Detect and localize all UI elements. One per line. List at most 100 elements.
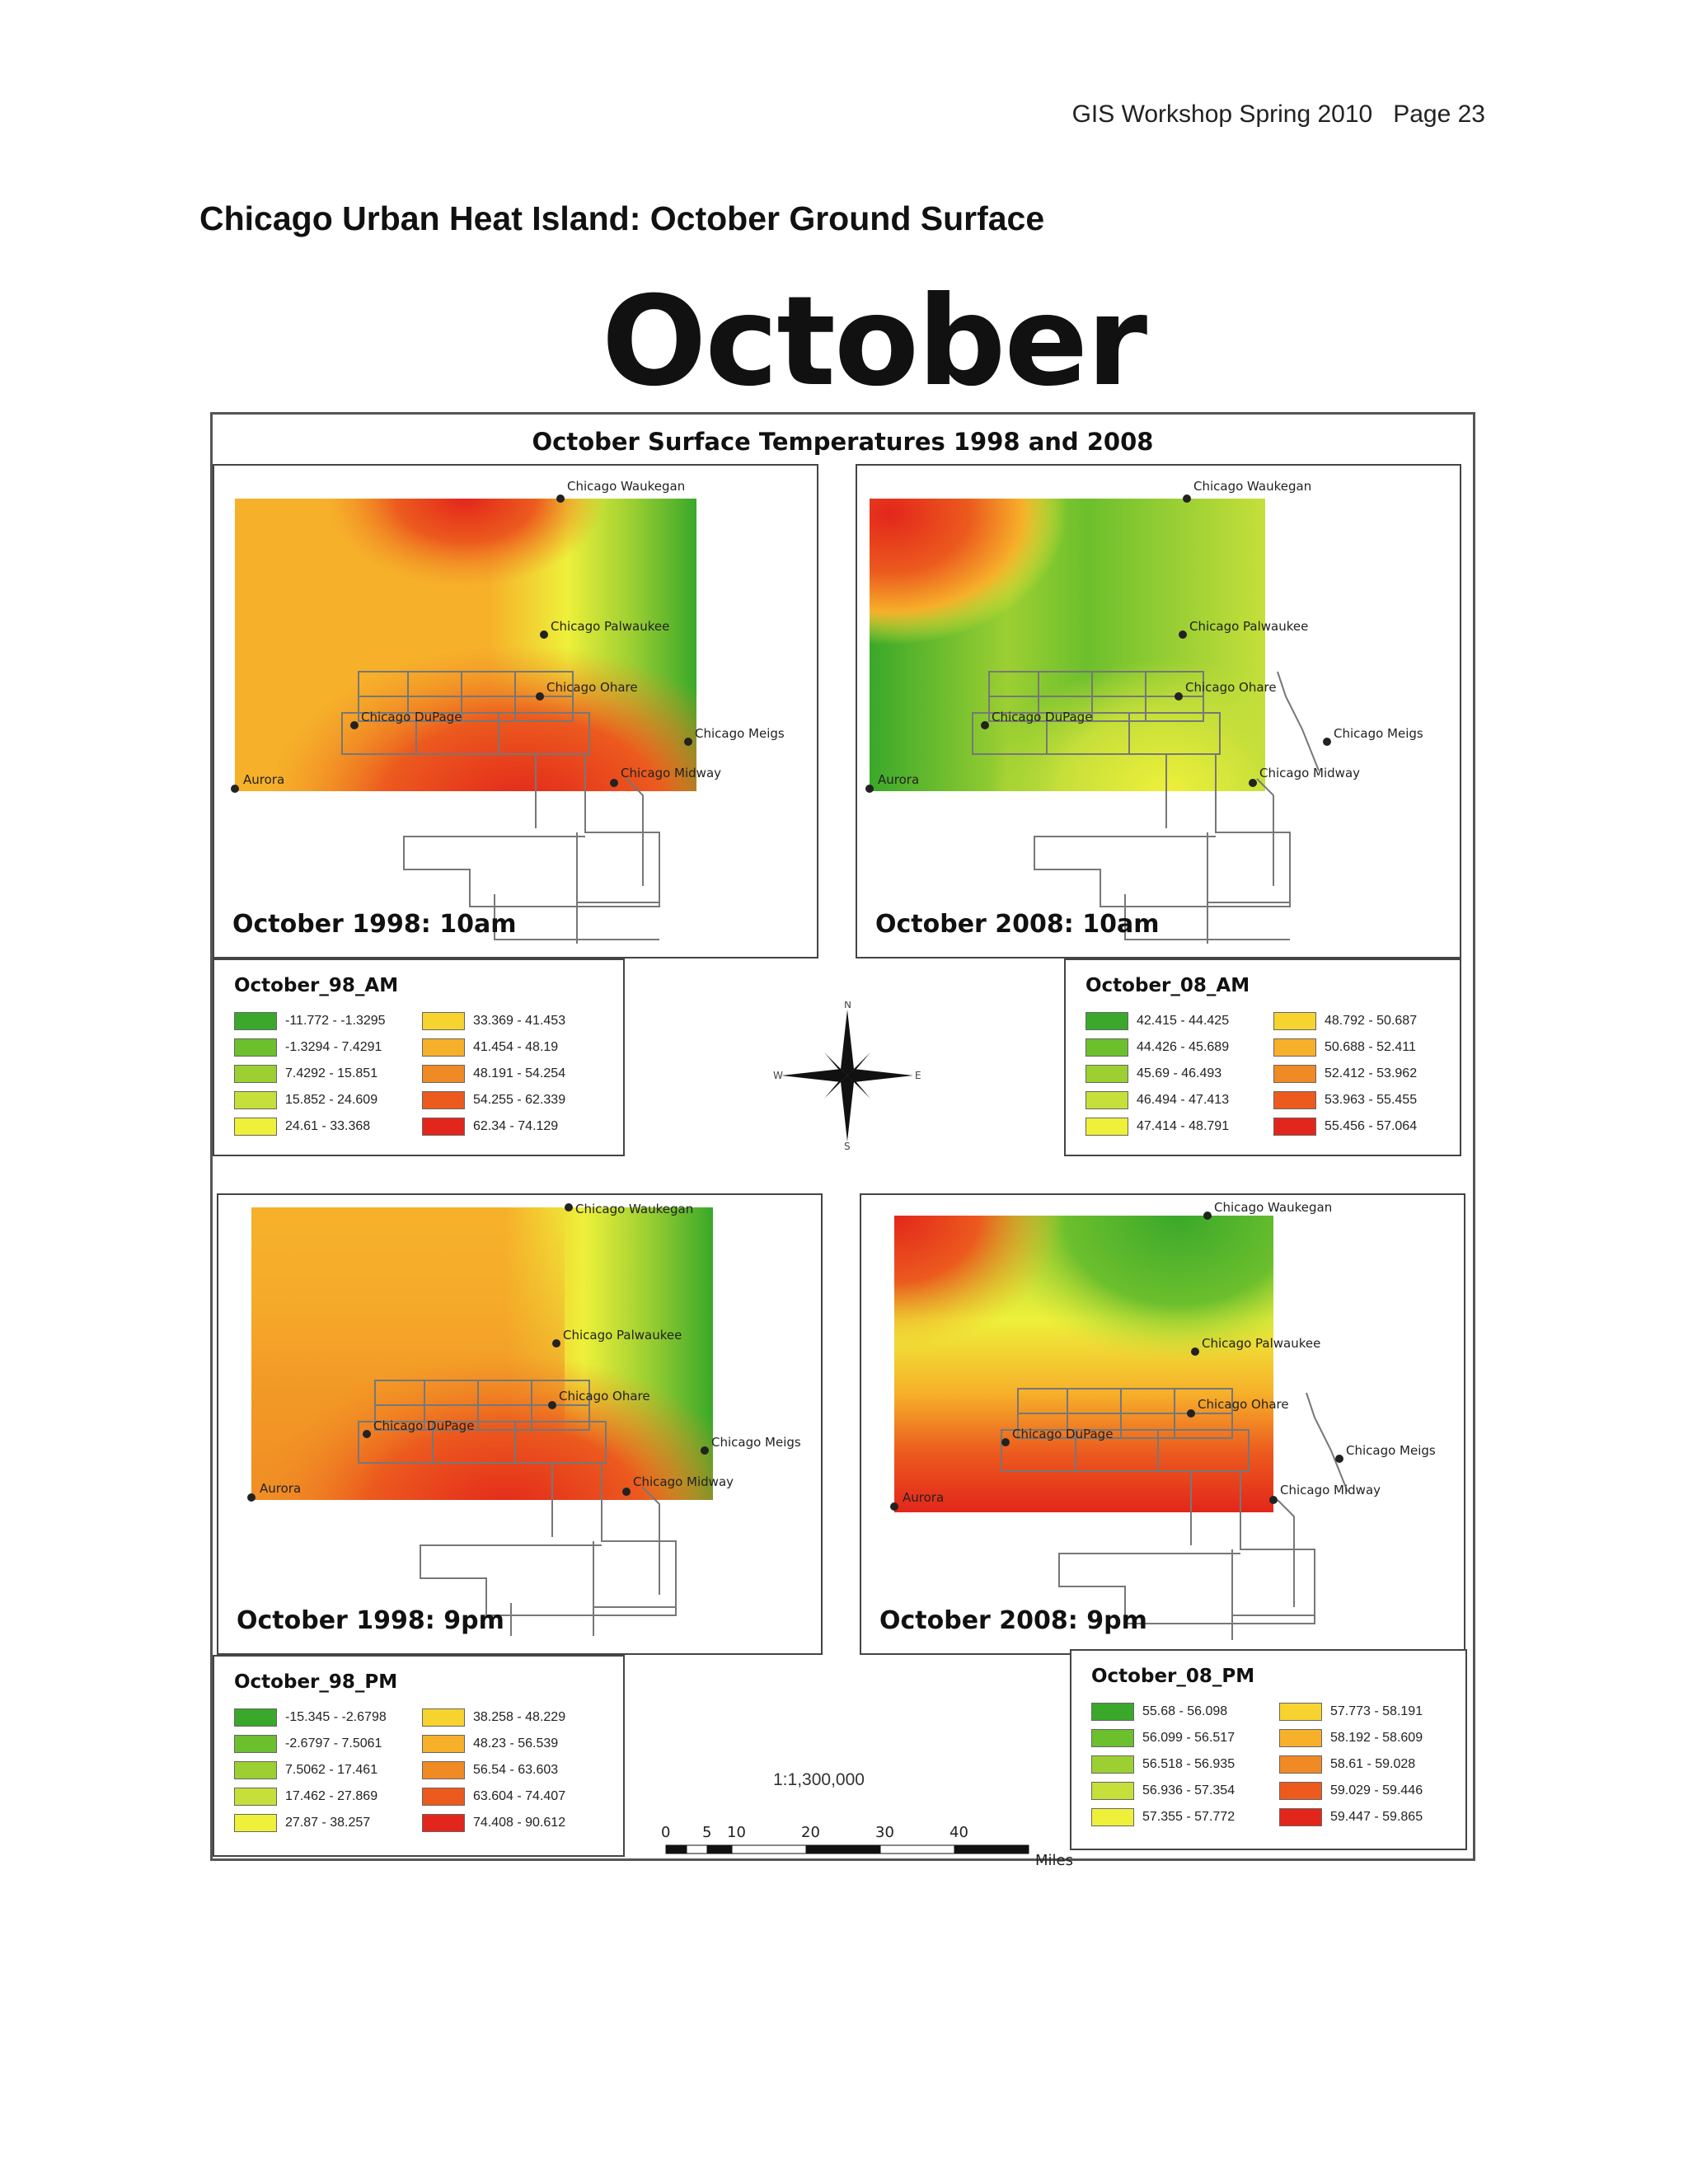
legend-label: 62.34 - 74.129: [473, 1119, 559, 1133]
scale-tick-label: 30: [875, 1824, 894, 1841]
station-dupage: Chicago DuPage: [373, 1418, 474, 1433]
legend-item: 59.029 - 59.446: [1279, 1778, 1444, 1804]
legend-label: 56.518 - 56.935: [1142, 1757, 1236, 1771]
legend-oct08am: October_08_AM 42.415 - 44.425 48.792 - 50…: [1064, 958, 1461, 1156]
station-dupage: Chicago DuPage: [1012, 1427, 1113, 1441]
station-dupage: Chicago DuPage: [992, 710, 1092, 724]
compass-e: E: [915, 1070, 921, 1081]
scale-tick-label: 10: [727, 1824, 746, 1841]
station-aurora: Aurora: [903, 1490, 944, 1505]
station-palwaukee: Chicago Palwaukee: [551, 619, 669, 634]
legend-swatch: [422, 1788, 465, 1806]
legend-label: -15.345 - -2.6798: [285, 1710, 387, 1724]
figure-title: October Surface Temperatures 1998 and 20…: [532, 428, 1154, 456]
legend-swatch: [1085, 1038, 1128, 1057]
station-midway: Chicago Midway: [621, 766, 721, 780]
legend-swatch: [234, 1038, 277, 1057]
station-palwaukee: Chicago Palwaukee: [1202, 1336, 1320, 1351]
legend-swatch: [1091, 1782, 1134, 1800]
legend-swatch: [1091, 1703, 1134, 1721]
legend-oct98pm: October_98_PM -15.345 - -2.6798 38.258 - …: [213, 1655, 625, 1857]
station-meigs: Chicago Meigs: [1346, 1443, 1436, 1458]
legend-item: 55.456 - 57.064: [1273, 1113, 1438, 1140]
legend-swatch: [1091, 1808, 1134, 1826]
station-ohare: Chicago Ohare: [1198, 1397, 1289, 1412]
legend-label: 48.191 - 54.254: [473, 1066, 566, 1080]
legend-item: 33.369 - 41.453: [422, 1008, 587, 1034]
legend-item: 42.415 - 44.425: [1085, 1008, 1273, 1034]
station-aurora: Aurora: [878, 772, 919, 787]
station-aurora: Aurora: [260, 1481, 301, 1496]
legend-item: 53.963 - 55.455: [1273, 1087, 1438, 1113]
panel-label-oct98pm: October 1998: 9pm: [237, 1606, 504, 1635]
legend-label: 33.369 - 41.453: [473, 1014, 566, 1028]
legend-swatch: [1085, 1091, 1128, 1109]
legend-swatch: [422, 1761, 465, 1779]
legend-swatch: [234, 1788, 277, 1806]
legend-item: 56.099 - 56.517: [1091, 1725, 1279, 1751]
legend-item: 63.604 - 74.407: [422, 1783, 587, 1810]
scale-bar: 0 5 10 20 30 40 Miles: [661, 1824, 1073, 1869]
legend-label: 74.408 - 90.612: [473, 1816, 566, 1830]
legend-item: -1.3294 - 7.4291: [234, 1034, 422, 1061]
legend-swatch: [1279, 1808, 1322, 1826]
compass-s: S: [844, 1141, 851, 1150]
legend-item: 62.34 - 74.129: [422, 1113, 587, 1140]
station-markers: [231, 494, 692, 793]
legend-item: 57.355 - 57.772: [1091, 1804, 1279, 1830]
panel-label-oct08pm: October 2008: 9pm: [879, 1606, 1147, 1635]
legend-swatch: [1273, 1091, 1316, 1109]
legend-swatch: [234, 1708, 277, 1727]
legend-swatch: [234, 1735, 277, 1753]
legend-swatch: [1085, 1065, 1128, 1083]
legend-oct08pm: October_08_PM 55.68 - 56.098 57.773 - 58.…: [1070, 1649, 1467, 1850]
legend-label: 46.494 - 47.413: [1137, 1093, 1230, 1107]
legend-oct98am: October_98_AM -11.772 - -1.3295 33.369 - …: [213, 958, 625, 1156]
page-heading: Chicago Urban Heat Island: October Groun…: [199, 199, 1045, 237]
legend-label: 7.5062 - 17.461: [285, 1763, 378, 1777]
legend-label: 53.963 - 55.455: [1325, 1093, 1418, 1107]
legend-label: 38.258 - 48.229: [473, 1710, 566, 1724]
legend-item: 45.69 - 46.493: [1085, 1061, 1273, 1087]
station-ohare: Chicago Ohare: [559, 1389, 650, 1404]
legend-swatch: [422, 1708, 465, 1727]
legend-item: 50.688 - 52.411: [1273, 1034, 1438, 1061]
legend-item: 59.447 - 59.865: [1279, 1804, 1444, 1830]
map-oct98pm: Chicago Waukegan Chicago Palwaukee Chica…: [247, 1202, 801, 1636]
legend-label: 59.029 - 59.446: [1330, 1783, 1423, 1797]
legend-swatch: [1085, 1012, 1128, 1030]
legend-label: 45.69 - 46.493: [1137, 1066, 1222, 1080]
legend-label: 58.61 - 59.028: [1330, 1757, 1416, 1771]
legend-item: 54.255 - 62.339: [422, 1087, 587, 1113]
legend-item: 7.5062 - 17.461: [234, 1757, 422, 1783]
legend-label: -11.772 - -1.3295: [285, 1014, 386, 1028]
legend-title: October_08_PM: [1091, 1666, 1255, 1687]
legend-title: October_98_PM: [234, 1671, 398, 1693]
legend-label: 55.456 - 57.064: [1325, 1119, 1418, 1133]
panel-label-oct08am: October 2008: 10am: [875, 910, 1160, 939]
legend-label: 15.852 - 24.609: [285, 1093, 378, 1107]
legend-label: 52.412 - 53.962: [1325, 1066, 1418, 1080]
legend-item: 56.936 - 57.354: [1091, 1778, 1279, 1804]
legend-swatch: [422, 1065, 465, 1083]
legend-swatch: [234, 1012, 277, 1030]
legend-item: 48.792 - 50.687: [1273, 1008, 1438, 1034]
legend-swatch: [1279, 1729, 1322, 1747]
legend-swatch: [1273, 1012, 1316, 1030]
legend-item: 48.191 - 54.254: [422, 1061, 587, 1087]
legend-label: 63.604 - 74.407: [473, 1789, 566, 1803]
station-ohare: Chicago Ohare: [546, 680, 638, 695]
map-panel-oct08pm: Chicago Waukegan Chicago Palwaukee Chica…: [860, 1193, 1465, 1655]
station-midway: Chicago Midway: [1259, 766, 1360, 780]
legend-label: 41.454 - 48.19: [473, 1040, 559, 1054]
legend-title: October_98_AM: [234, 975, 399, 996]
legend-label: 50.688 - 52.411: [1325, 1040, 1416, 1054]
legend-label: 47.414 - 48.791: [1137, 1119, 1230, 1133]
station-waukegan: Chicago Waukegan: [1193, 479, 1311, 494]
legend-label: 48.792 - 50.687: [1325, 1014, 1418, 1028]
legend-item: 58.61 - 59.028: [1279, 1751, 1444, 1778]
legend-item: 17.462 - 27.869: [234, 1783, 422, 1810]
legend-swatch: [422, 1038, 465, 1057]
legend-label: -1.3294 - 7.4291: [285, 1040, 382, 1054]
legend-swatch: [234, 1118, 277, 1136]
